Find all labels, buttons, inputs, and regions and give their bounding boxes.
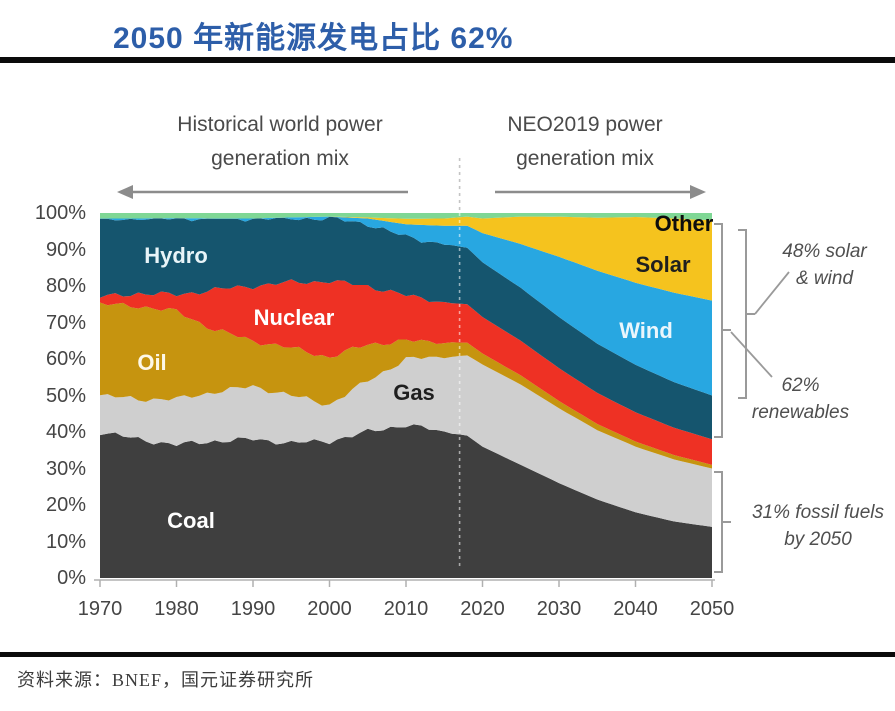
annotation-solar-wind-line1: 48% solar — [782, 241, 867, 262]
annotation-renewables-line1: 62% — [781, 375, 820, 396]
annotation-solar-wind-line2: & wind — [795, 268, 854, 289]
historical-period-label: Historical world power generation mix — [125, 108, 435, 176]
area-oil — [100, 302, 712, 469]
historical-period-label-line1: Historical world power — [177, 113, 383, 136]
area-coal — [100, 424, 712, 578]
area-solar — [100, 216, 712, 301]
area-wind — [100, 216, 712, 396]
right-period-arrow — [495, 185, 706, 199]
source-note: 资料来源：BNEF，国元证券研究所 — [17, 670, 315, 690]
projection-period-label-line1: NEO2019 power — [507, 113, 663, 136]
area-nuclear — [100, 279, 712, 465]
annotation-solar-wind: 48% solar & wind — [752, 238, 895, 292]
projection-period-label-line2: generation mix — [516, 147, 654, 170]
left-period-arrow — [117, 185, 408, 199]
title-divider — [0, 57, 895, 63]
renewables-bracket — [714, 223, 731, 438]
x-axis-line — [94, 579, 715, 587]
annotation-renewables: 62% renewables — [728, 372, 873, 426]
annotation-fossil-fuels: 31% fossil fuels by 2050 — [738, 499, 895, 553]
fossil-fuels-bracket — [714, 471, 731, 573]
area-gas — [100, 355, 712, 527]
historical-period-label-line2: generation mix — [211, 147, 349, 170]
area-other — [100, 213, 712, 221]
annotation-renewables-line2: renewables — [751, 402, 850, 423]
annotation-connector-lines — [730, 271, 790, 378]
annotation-fossil-fuels-line1: 31% fossil fuels — [751, 502, 884, 523]
projection-period-label: NEO2019 power generation mix — [430, 108, 740, 176]
annotation-fossil-fuels-line2: by 2050 — [784, 529, 852, 550]
footer-divider — [0, 652, 895, 657]
solar-wind-bracket — [738, 229, 755, 399]
stacked-areas — [100, 213, 712, 578]
area-hydro — [100, 216, 712, 440]
page-title: 2050 年新能源发电占比 62% — [113, 22, 514, 55]
